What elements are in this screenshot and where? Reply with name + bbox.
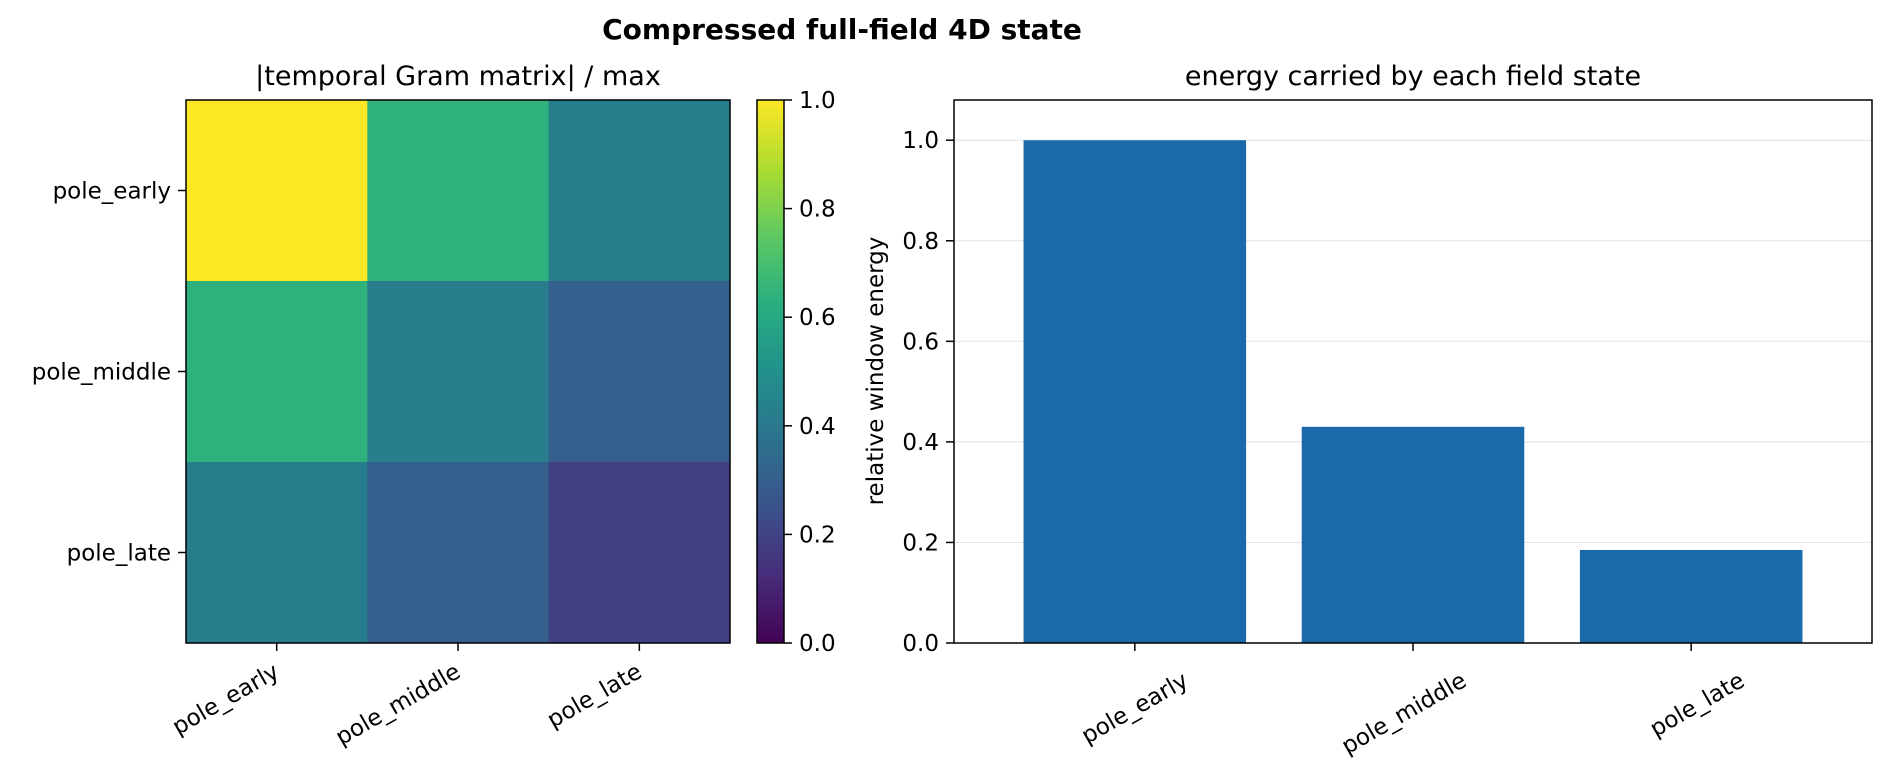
bar-title: energy carried by each field state [1185,61,1641,92]
heatmap-cells [186,100,731,644]
heatmap-cell [186,281,368,463]
bar-y-tick-label: 0.0 [902,631,939,657]
heatmap-panel: |temporal Gram matrix| / max pole_early p… [32,61,731,751]
colorbar-tick-label: 0.0 [799,631,836,657]
bar-x-tick-label: pole_middle [1337,668,1471,760]
heatmap-cell [186,462,368,644]
figure-title: Compressed full-field 4D state [602,13,1082,46]
colorbar-tick-label: 0.6 [799,305,836,331]
heatmap-title: |temporal Gram matrix| / max [255,61,661,92]
bar-y-tick-label: 1.0 [902,128,939,154]
heatmap-cell [548,100,731,282]
heatmap-y-axis: pole_early pole_middle pole_late [32,179,186,567]
heatmap-cell [367,281,550,463]
bar-ylabel: relative window energy [863,237,889,506]
bar-x-axis: pole_early pole_middle pole_late [1077,643,1749,760]
heatmap-x-axis: pole_early pole_middle pole_late [168,643,646,751]
heatmap-y-tick-label: pole_middle [32,360,171,386]
colorbar-tick-label: 0.2 [799,522,836,548]
bar-bars [1023,140,1803,643]
heatmap-y-tick-label: pole_early [53,179,171,205]
bar-pole_early [1023,140,1247,643]
colorbar-tick-label: 0.4 [799,414,836,440]
colorbar-tick-label: 0.8 [799,197,836,223]
heatmap-cell [548,462,731,644]
colorbar-frame [756,99,785,644]
bar-y-tick-label: 0.8 [902,229,939,255]
bar-y-tick-label: 0.6 [902,329,939,355]
heatmap-x-tick-label: pole_early [168,659,284,741]
heatmap-cell [367,462,550,644]
heatmap-y-tick-label: pole_late [67,541,171,567]
bar-pole_middle [1301,426,1525,643]
bar-y-tick-label: 0.2 [902,530,939,556]
bar-y-tick-label: 0.4 [902,430,939,456]
heatmap-cell [367,100,550,282]
bar-y-axis: 0.0 0.2 0.4 0.6 0.8 1.0 [902,128,954,657]
heatmap-cell [548,281,731,463]
heatmap-x-tick-label: pole_late [543,659,646,734]
colorbar-tick-label: 1.0 [799,88,836,114]
bar-panel: energy carried by each field state 0.00.… [863,61,1873,760]
heatmap-x-tick-label: pole_middle [331,659,465,751]
heatmap-cell [186,100,368,282]
colorbar-ticks: 0.0 0.2 0.4 0.6 0.8 1.0 [784,88,836,657]
colorbar-gradient [757,100,784,643]
bar-x-tick-label: pole_late [1646,668,1749,743]
colorbar: 0.0 0.2 0.4 0.6 0.8 1.0 [756,88,836,657]
bar-x-tick-label: pole_early [1077,668,1193,750]
bar-pole_late [1579,549,1803,643]
